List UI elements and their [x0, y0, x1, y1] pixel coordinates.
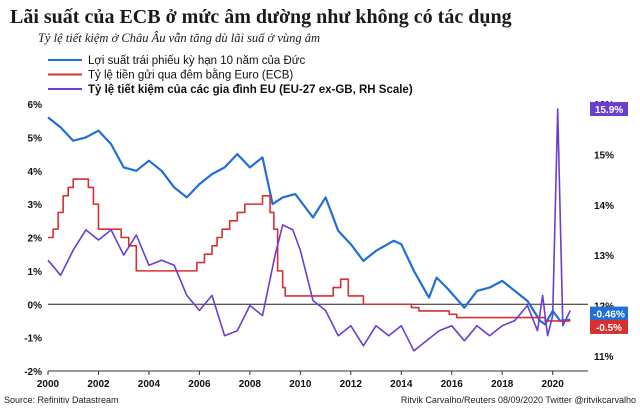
left-tick-label: -2%: [24, 367, 42, 378]
legend: Lợi suất trái phiếu kỳ hạn 10 năm của Đứ…: [48, 55, 413, 96]
left-tick-label: 5%: [28, 133, 43, 144]
series-line-red: [48, 178, 571, 322]
end-labels: -0.46% -0.5% 15.9%: [590, 102, 628, 334]
end-label-box-red: [590, 319, 628, 334]
left-tick-label: 4%: [28, 167, 43, 178]
x-tick-label: 2002: [87, 379, 110, 390]
chart-title: Lãi suất của ECB ở mức âm dường như khôn…: [10, 6, 512, 28]
x-tick-label: 2014: [390, 379, 413, 390]
left-tick-label: -1%: [24, 334, 42, 345]
right-tick-label: 11%: [594, 352, 614, 363]
series-layer: [47, 108, 572, 352]
legend-label-purple: Tỷ lệ tiết kiệm của các gia đình EU (EU-…: [88, 84, 413, 96]
left-tick-label: 3%: [28, 200, 43, 211]
series-line-purple: [47, 108, 572, 352]
credit-note: Ritvik Carvalho/Reuters 08/09/2020 Twitt…: [401, 395, 636, 405]
source-note: Source: Refinitiv Datastream: [4, 395, 119, 405]
left-axis: 6% 5% 4% 3% 2% 1% 0% -1% -2%: [24, 100, 42, 378]
x-tick-label: 2008: [239, 379, 262, 390]
right-tick-label: 14%: [594, 201, 614, 212]
x-tick-label: 2018: [491, 379, 514, 390]
x-tick-label: 2016: [441, 379, 464, 390]
x-tick-label: 2010: [289, 379, 312, 390]
series-line-blue: [47, 116, 571, 326]
end-label-box-purple: [590, 102, 628, 117]
x-tick-label: 2012: [340, 379, 363, 390]
x-tick-label: 2000: [37, 379, 60, 390]
end-label-box-blue: [590, 306, 628, 321]
x-tick-label: 2006: [188, 379, 211, 390]
end-label-purple: 15.9%: [595, 105, 623, 116]
end-label-blue: -0.46%: [593, 310, 625, 321]
end-label-red: -0.5%: [596, 323, 622, 334]
chart-subtitle: Tỷ lệ tiết kiệm ở Châu Âu vẫn tăng dù lã…: [38, 31, 321, 45]
left-tick-label: 2%: [28, 234, 43, 245]
legend-label-blue: Lợi suất trái phiếu kỳ hạn 10 năm của Đứ…: [88, 55, 305, 67]
left-tick-label: 0%: [28, 300, 43, 311]
left-tick-label: 6%: [28, 100, 43, 111]
right-tick-label: 15%: [594, 150, 614, 161]
right-tick-label: 13%: [594, 251, 614, 262]
x-tick-label: 2020: [542, 379, 565, 390]
x-tick-label: 2004: [138, 379, 161, 390]
legend-label-red: Tỷ lệ tiền gửi qua đêm bằng Euro (ECB): [88, 69, 293, 82]
left-tick-label: 1%: [28, 267, 43, 278]
